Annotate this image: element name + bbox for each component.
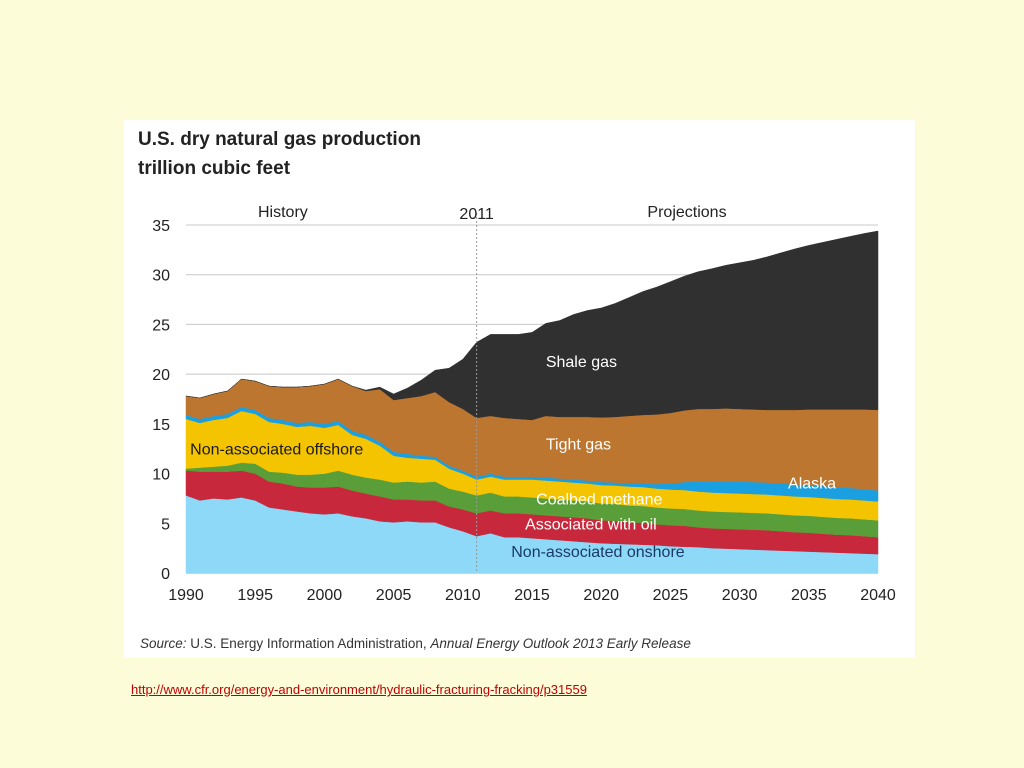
series-label-non-associated-offshore: Non-associated offshore xyxy=(190,442,363,459)
y-tick-label: 30 xyxy=(152,268,170,285)
y-tick-label: 25 xyxy=(152,317,170,334)
chart-panel: U.S. dry natural gas production trillion… xyxy=(124,120,915,658)
x-tick-label: 1990 xyxy=(168,587,204,604)
y-tick-label: 5 xyxy=(161,516,170,533)
divider-label: 2011 xyxy=(459,206,494,223)
x-tick-label: 2020 xyxy=(583,587,619,604)
y-tick-label: 10 xyxy=(152,467,170,484)
x-tick-label: 1995 xyxy=(237,587,273,604)
source-line: Source: U.S. Energy Information Administ… xyxy=(140,636,691,651)
chart-title: U.S. dry natural gas production xyxy=(138,129,421,150)
source-prefix: Source: xyxy=(140,636,187,651)
source-text: U.S. Energy Information Administration, xyxy=(190,636,427,651)
stacked-area-chart: Non-associated onshore Associated with oi… xyxy=(152,204,896,604)
history-label: History xyxy=(258,204,308,221)
area-shale-gas xyxy=(185,230,879,421)
series-label-coalbed-methane: Coalbed methane xyxy=(536,491,662,508)
source-publication: Annual Energy Outlook 2013 Early Release xyxy=(430,636,691,651)
y-tick-label: 15 xyxy=(152,417,170,434)
chart-subtitle: trillion cubic feet xyxy=(138,158,291,179)
series-label-non-associated-onshore: Non-associated onshore xyxy=(511,544,685,561)
series-label-tight-gas: Tight gas xyxy=(546,437,611,454)
x-tick-label: 2025 xyxy=(653,587,689,604)
y-tick-label: 0 xyxy=(161,566,170,583)
x-tick-label: 2030 xyxy=(722,587,758,604)
x-tick-label: 2015 xyxy=(514,587,550,604)
projections-label: Projections xyxy=(647,204,726,221)
series-label-shale-gas: Shale gas xyxy=(546,354,617,371)
x-tick-label: 2035 xyxy=(791,587,827,604)
x-tick-label: 2010 xyxy=(445,587,481,604)
series-label-alaska: Alaska xyxy=(788,475,836,492)
x-tick-label: 2005 xyxy=(376,587,412,604)
x-tick-label: 2000 xyxy=(307,587,343,604)
source-url-link[interactable]: http://www.cfr.org/energy-and-environmen… xyxy=(131,682,587,697)
y-tick-label: 20 xyxy=(152,367,170,384)
y-tick-label: 35 xyxy=(152,218,170,235)
series-label-associated-with-oil: Associated with oil xyxy=(525,517,657,534)
x-tick-label: 2040 xyxy=(860,587,896,604)
